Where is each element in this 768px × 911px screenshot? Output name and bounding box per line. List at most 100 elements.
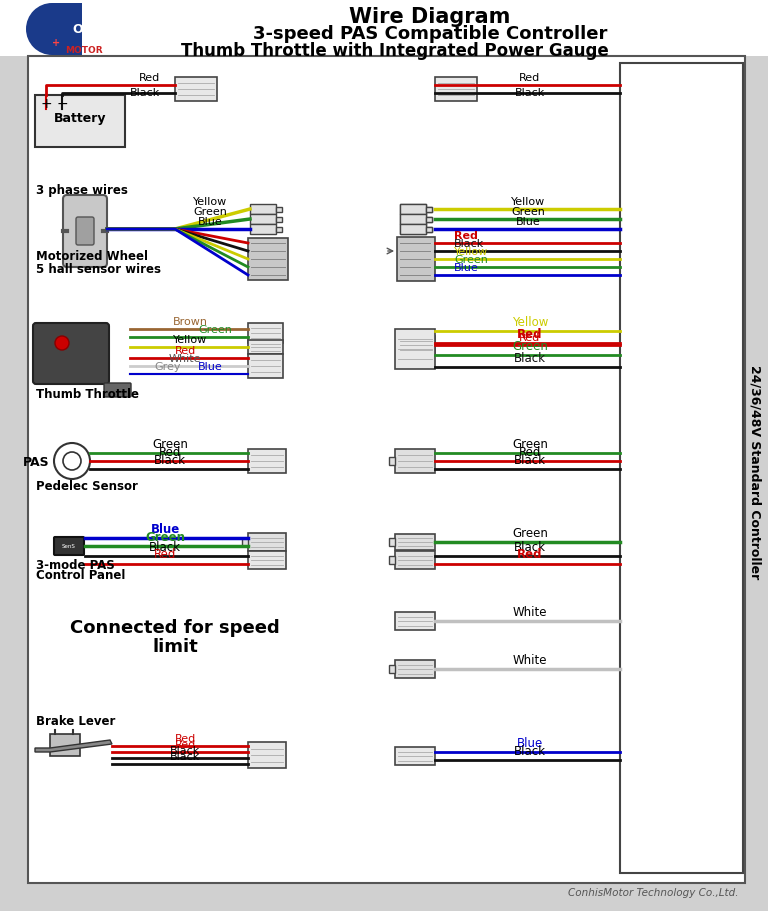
Bar bbox=[397, 238, 435, 281]
Text: 24/36/48V Standard Controller: 24/36/48V Standard Controller bbox=[749, 364, 762, 578]
Bar bbox=[248, 341, 283, 354]
Text: limit: limit bbox=[152, 638, 198, 655]
Text: White: White bbox=[513, 605, 548, 619]
Text: Black: Black bbox=[130, 87, 160, 97]
Bar bbox=[395, 330, 435, 370]
Text: Yellow: Yellow bbox=[193, 197, 227, 207]
Bar bbox=[426, 208, 432, 212]
Circle shape bbox=[55, 337, 69, 351]
Text: Red: Red bbox=[518, 548, 543, 560]
Text: Yellow: Yellow bbox=[511, 197, 545, 207]
Text: Pedelec Sensor: Pedelec Sensor bbox=[36, 479, 138, 493]
Bar bbox=[426, 217, 432, 222]
Bar bbox=[400, 205, 426, 215]
Text: Wire Diagram: Wire Diagram bbox=[349, 7, 511, 27]
Text: Black: Black bbox=[170, 745, 200, 755]
Text: Thumb Throttle with Integrated Power Gauge: Thumb Throttle with Integrated Power Gau… bbox=[181, 42, 609, 60]
Text: Green: Green bbox=[152, 437, 188, 451]
Circle shape bbox=[54, 444, 90, 479]
Bar bbox=[435, 78, 477, 102]
Bar bbox=[400, 215, 426, 225]
Text: Black: Black bbox=[515, 87, 545, 97]
FancyBboxPatch shape bbox=[76, 218, 94, 246]
Text: Red: Red bbox=[154, 548, 176, 560]
Text: Green: Green bbox=[512, 437, 548, 451]
Bar bbox=[248, 354, 283, 379]
Text: Blue: Blue bbox=[454, 262, 478, 272]
Text: Connected for speed: Connected for speed bbox=[70, 619, 280, 636]
Bar bbox=[389, 538, 395, 547]
Text: 3-speed PAS Compatible Controller: 3-speed PAS Compatible Controller bbox=[253, 25, 607, 43]
Bar bbox=[248, 742, 286, 768]
Text: Control Panel: Control Panel bbox=[36, 568, 125, 581]
Text: Red: Red bbox=[174, 733, 196, 743]
Bar bbox=[276, 208, 282, 212]
Bar bbox=[426, 208, 432, 212]
Text: Red: Red bbox=[519, 445, 541, 458]
Text: Red: Red bbox=[174, 739, 196, 749]
Text: Black: Black bbox=[170, 752, 200, 762]
Bar bbox=[250, 215, 276, 225]
Bar bbox=[276, 217, 282, 222]
Bar bbox=[250, 225, 276, 235]
Text: White: White bbox=[513, 653, 548, 666]
Text: Black: Black bbox=[514, 352, 546, 364]
Bar bbox=[52, 4, 82, 56]
FancyBboxPatch shape bbox=[63, 196, 107, 268]
FancyBboxPatch shape bbox=[54, 537, 84, 556]
Text: Black: Black bbox=[514, 540, 546, 553]
Text: Battery: Battery bbox=[54, 111, 106, 125]
Text: Motorized Wheel: Motorized Wheel bbox=[36, 250, 148, 262]
Text: SenS: SenS bbox=[62, 544, 76, 549]
Bar bbox=[426, 217, 432, 222]
Text: Brake Lever: Brake Lever bbox=[36, 714, 115, 727]
Text: +: + bbox=[40, 97, 51, 111]
Text: Red: Red bbox=[174, 345, 196, 355]
Bar bbox=[0, 0, 768, 57]
Text: Blue: Blue bbox=[151, 522, 180, 536]
Bar bbox=[50, 734, 80, 756]
Text: Green: Green bbox=[198, 324, 232, 334]
Bar bbox=[389, 457, 395, 466]
Polygon shape bbox=[35, 740, 112, 752]
Text: Red: Red bbox=[139, 73, 160, 83]
Text: Black: Black bbox=[154, 454, 186, 466]
Bar bbox=[395, 660, 435, 679]
Bar bbox=[242, 538, 248, 547]
Bar bbox=[248, 449, 286, 474]
Bar bbox=[397, 337, 435, 354]
Text: Black: Black bbox=[149, 540, 181, 553]
Text: Green: Green bbox=[145, 530, 185, 543]
Text: Red: Red bbox=[519, 333, 541, 343]
Text: Green: Green bbox=[193, 207, 227, 217]
Bar bbox=[250, 205, 276, 215]
Text: MOTOR: MOTOR bbox=[65, 46, 103, 55]
Bar bbox=[395, 449, 435, 474]
Text: Brown: Brown bbox=[173, 317, 207, 327]
Text: +: + bbox=[52, 38, 60, 48]
Text: Red: Red bbox=[159, 445, 181, 458]
Bar bbox=[248, 239, 288, 281]
Bar bbox=[395, 535, 435, 550]
Text: Blue: Blue bbox=[197, 217, 223, 227]
Text: PAS: PAS bbox=[23, 455, 50, 468]
Text: 3 phase wires: 3 phase wires bbox=[36, 184, 128, 197]
Text: ONHIS: ONHIS bbox=[72, 23, 117, 36]
Text: Red: Red bbox=[454, 230, 478, 241]
Bar bbox=[248, 323, 283, 343]
Bar bbox=[276, 227, 282, 232]
Bar bbox=[35, 96, 125, 148]
Bar bbox=[426, 227, 432, 232]
Bar bbox=[389, 557, 395, 565]
Text: −: − bbox=[56, 97, 68, 111]
Text: ConhisMotor Technology Co.,Ltd.: ConhisMotor Technology Co.,Ltd. bbox=[568, 887, 738, 897]
Text: Red: Red bbox=[518, 328, 543, 341]
Text: Black: Black bbox=[454, 239, 485, 249]
Text: Black: Black bbox=[514, 744, 546, 757]
Bar bbox=[400, 225, 426, 235]
Text: Green: Green bbox=[511, 207, 545, 217]
Text: Yellow: Yellow bbox=[173, 334, 207, 344]
Text: Yellow: Yellow bbox=[454, 247, 488, 257]
Bar bbox=[400, 215, 426, 225]
Text: Black: Black bbox=[514, 454, 546, 466]
